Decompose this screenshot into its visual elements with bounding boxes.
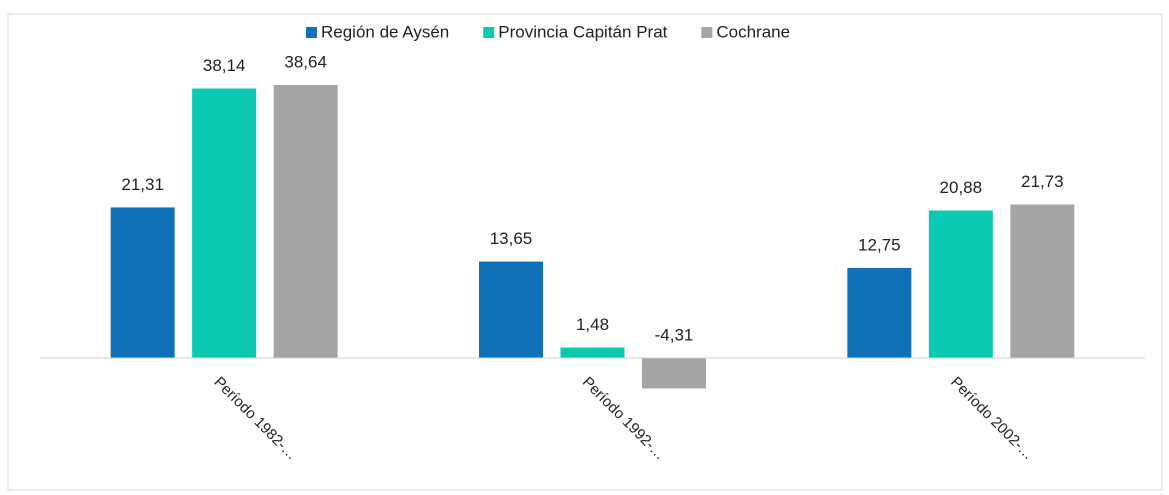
bar [1010, 204, 1075, 358]
data-label: -4,31 [655, 325, 694, 344]
bar [847, 267, 912, 358]
data-label: 13,65 [490, 229, 533, 248]
bar [928, 210, 993, 358]
data-label: 21,31 [121, 175, 164, 194]
bar [192, 88, 257, 359]
data-label: 20,88 [940, 178, 983, 197]
legend-label: Región de Aysén [321, 22, 449, 41]
legend-swatch [701, 27, 713, 38]
data-label: 38,14 [203, 56, 246, 75]
legend-swatch [306, 27, 317, 38]
legend-label: Provincia Capitán Prat [498, 22, 667, 41]
bar [560, 347, 625, 358]
bar [273, 85, 338, 358]
data-label: 12,75 [858, 235, 901, 254]
bar [642, 358, 706, 389]
bar [110, 207, 175, 358]
legend-swatch [483, 27, 495, 38]
bar [479, 261, 543, 358]
data-label: 21,73 [1021, 172, 1064, 191]
data-label: 38,64 [284, 52, 327, 71]
legend-label: Cochrane [716, 22, 790, 41]
data-label: 1,48 [576, 315, 609, 334]
